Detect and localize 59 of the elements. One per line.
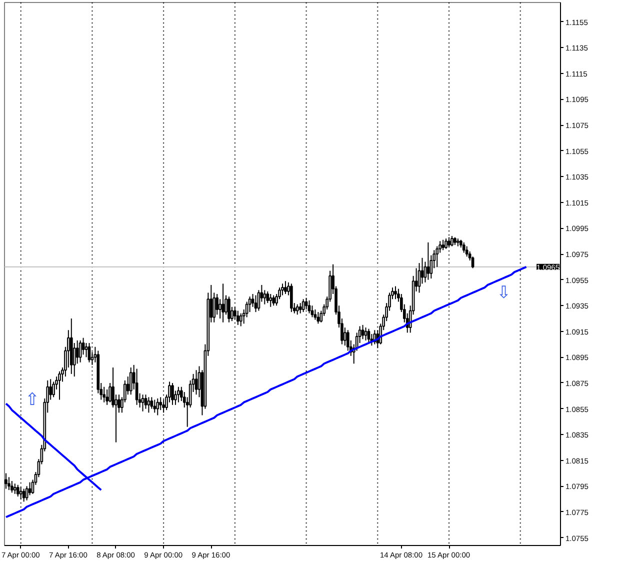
candlestick xyxy=(316,312,320,324)
candlestick xyxy=(141,394,144,412)
candlestick xyxy=(296,304,299,316)
candlestick xyxy=(284,280,287,294)
candlestick xyxy=(194,370,198,396)
candlestick xyxy=(444,238,448,250)
candlestick xyxy=(272,294,275,306)
candlestick xyxy=(177,386,180,403)
candlestick xyxy=(4,472,8,490)
candlestick xyxy=(239,312,242,327)
candlestick xyxy=(108,382,112,403)
candlestick xyxy=(144,394,148,410)
candlestick xyxy=(450,235,454,247)
candlestick xyxy=(364,327,368,341)
candlestick xyxy=(394,286,397,300)
candlestick xyxy=(462,242,466,254)
candlestick xyxy=(344,327,346,346)
candlestick xyxy=(254,294,258,313)
candlestick xyxy=(8,476,10,491)
candlestick xyxy=(228,296,230,323)
candlestick xyxy=(153,399,156,414)
candlestick xyxy=(465,246,468,258)
candlestick xyxy=(290,283,293,313)
annotation: ⇧ xyxy=(25,390,40,410)
candlestick xyxy=(302,298,305,313)
candlestick xyxy=(76,340,79,364)
candlestick xyxy=(263,290,266,305)
candlestick xyxy=(22,488,26,502)
candlestick xyxy=(222,283,224,323)
candlestick xyxy=(156,398,160,416)
candlestick xyxy=(248,296,252,313)
candlestick xyxy=(442,239,444,251)
candlestick xyxy=(281,283,284,296)
candlestick xyxy=(236,310,240,326)
candlestick xyxy=(171,382,174,406)
candlestick xyxy=(28,482,32,496)
candlestick xyxy=(218,298,222,319)
candlestick xyxy=(13,483,16,494)
candlestick xyxy=(25,486,28,501)
candlestick xyxy=(106,388,108,406)
candlestick xyxy=(147,396,150,414)
candlestick xyxy=(49,378,52,400)
candlestick xyxy=(82,337,85,356)
candlestick xyxy=(314,308,317,320)
candlestick xyxy=(426,242,430,280)
candlestick xyxy=(298,302,302,314)
candlestick xyxy=(159,396,162,411)
candlestick xyxy=(269,293,272,308)
candlestick xyxy=(150,396,154,410)
annotation: ⇩ xyxy=(496,283,511,304)
line-series xyxy=(4,266,528,518)
candlestick xyxy=(216,293,219,316)
candlestick xyxy=(129,367,132,396)
candlestick xyxy=(10,480,14,494)
candlestick xyxy=(361,324,364,340)
candlestick xyxy=(102,386,106,403)
candlestick xyxy=(135,368,138,406)
candlestick xyxy=(58,370,61,400)
candlestick xyxy=(266,290,270,304)
